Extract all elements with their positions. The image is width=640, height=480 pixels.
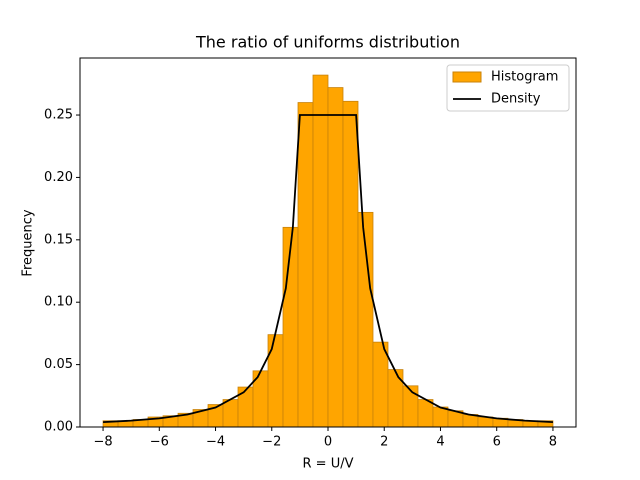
histogram-bar	[222, 399, 239, 428]
legend-label: Histogram	[491, 70, 558, 85]
histogram-bar	[342, 100, 359, 428]
y-tick-label: 0.25	[44, 108, 73, 123]
y-tick-label: 0.15	[44, 232, 73, 247]
chart-title: The ratio of uniforms distribution	[195, 33, 460, 52]
x-tick-label: −4	[206, 435, 225, 450]
histogram-bar	[327, 87, 344, 428]
y-axis-label: Frequency	[21, 209, 36, 276]
histogram-bar	[477, 416, 494, 428]
histogram-bar	[267, 334, 284, 428]
x-tick-label: −8	[93, 435, 112, 450]
x-tick-label: 4	[436, 435, 444, 450]
histogram-bar	[237, 386, 254, 428]
histogram-bar	[312, 74, 329, 428]
x-tick-label: 2	[380, 435, 388, 450]
x-tick-label: 8	[549, 435, 557, 450]
histogram-bar	[372, 341, 389, 428]
histogram-bar	[387, 369, 404, 428]
histogram-bar	[432, 406, 449, 428]
x-tick-label: 0	[324, 435, 332, 450]
histogram-bar	[297, 102, 314, 428]
x-axis-label: R = U/V	[303, 457, 354, 472]
x-tick-label: −6	[150, 435, 169, 450]
histogram-bar	[402, 385, 419, 428]
histogram-bar	[282, 226, 299, 428]
histogram-bar	[417, 399, 434, 428]
legend-label: Density	[491, 92, 541, 107]
y-tick-label: 0.20	[44, 170, 73, 185]
y-tick-label: 0.05	[44, 357, 73, 372]
y-tick-label: 0.10	[44, 295, 73, 310]
y-tick-label: 0.00	[44, 420, 73, 435]
legend-patch	[452, 71, 482, 83]
x-tick-label: −2	[262, 435, 281, 450]
density-line	[103, 114, 553, 424]
x-tick-label: 6	[493, 435, 501, 450]
